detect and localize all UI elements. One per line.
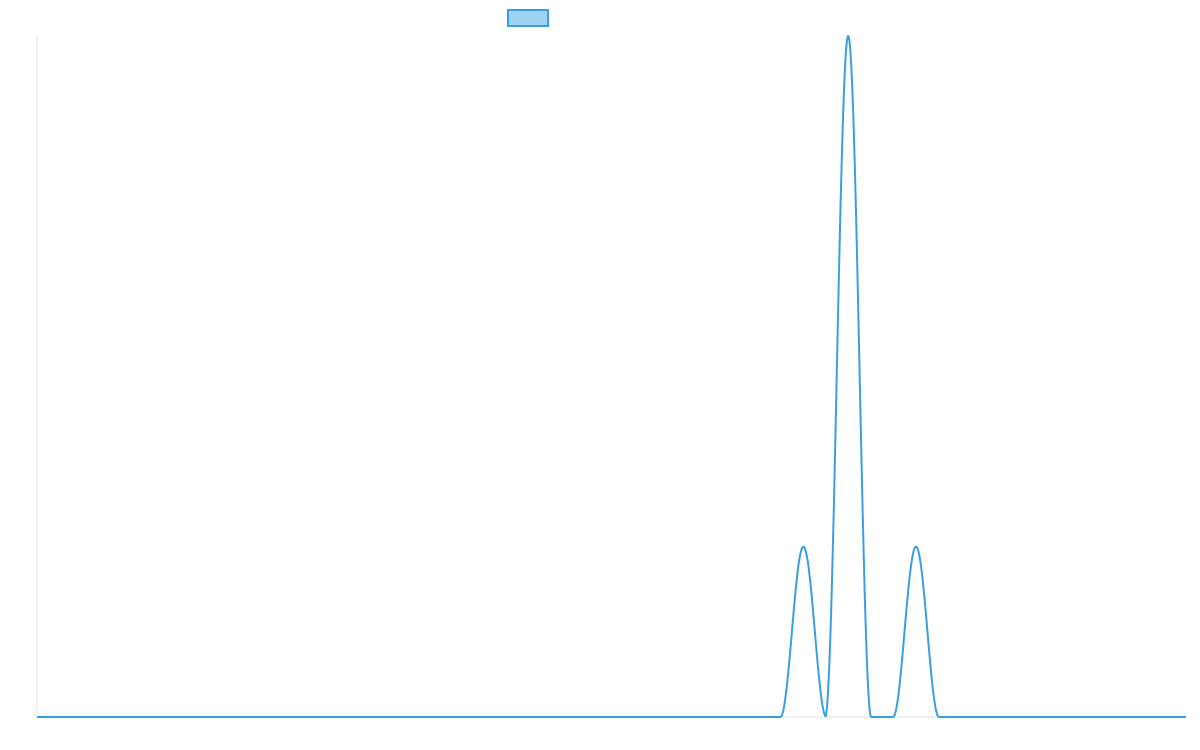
series-line-1[interactable] bbox=[36, 35, 1187, 718]
legend[interactable] bbox=[507, 9, 549, 27]
series-layer bbox=[36, 35, 1187, 718]
legend-swatch-series-1[interactable] bbox=[507, 9, 549, 27]
